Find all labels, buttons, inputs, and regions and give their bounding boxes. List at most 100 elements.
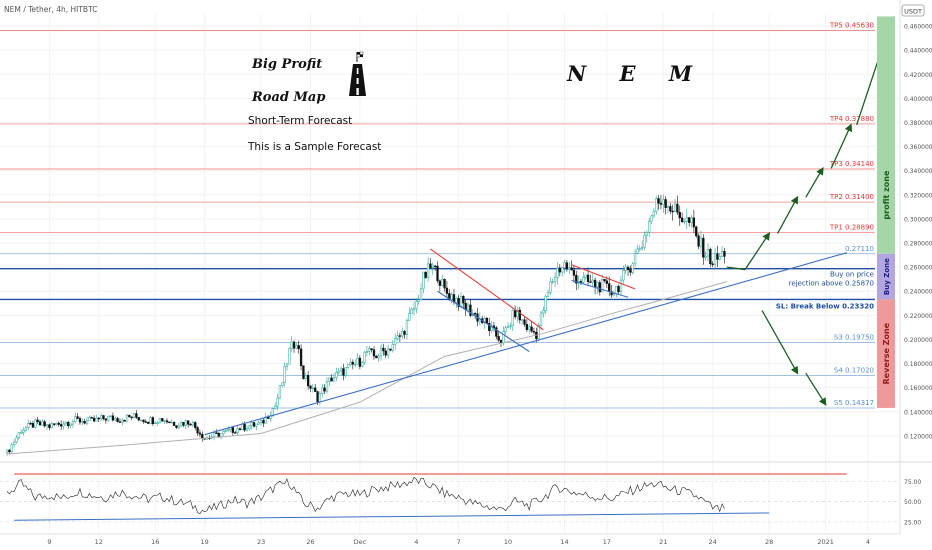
currency-label[interactable]: USDT (904, 8, 922, 16)
candle-body (20, 432, 23, 434)
candle-body (673, 203, 677, 212)
candle-body (107, 416, 110, 421)
candle-body (179, 422, 183, 427)
candle-body (455, 298, 458, 303)
candle-body (403, 331, 406, 335)
candle-body (81, 421, 84, 423)
candle-body (711, 263, 714, 265)
candle-body (60, 424, 63, 427)
candle-body (198, 432, 202, 435)
candle-body (617, 286, 620, 293)
rsi-tick-label: 50.00 (904, 499, 921, 506)
candle-body (250, 422, 253, 427)
candle-body (15, 437, 18, 443)
candle-body (436, 265, 439, 282)
subtitle-forecast: Short-Term Forecast (248, 115, 352, 127)
candle-body (610, 291, 613, 296)
candle-body (608, 283, 611, 292)
candle-body (702, 237, 705, 258)
currency-badge[interactable] (901, 4, 925, 17)
candle-body (354, 363, 357, 366)
candle-body (504, 327, 507, 332)
time-axis[interactable]: 9 12 16 19 23 26 Dec 4 7 10 14 17 21 24 28 2021 4 (0, 533, 900, 546)
candle-body (52, 423, 56, 425)
candle-body (31, 423, 35, 428)
candle-body (111, 415, 115, 421)
candle-body (154, 422, 157, 424)
candle-body (565, 262, 569, 270)
candle-body (99, 415, 103, 420)
candle-body (699, 237, 703, 247)
candle-body (464, 302, 467, 310)
candle-body (323, 387, 326, 392)
candle-body (680, 217, 684, 222)
rsi-tick-label: 25.00 (904, 519, 921, 526)
candle-body (633, 252, 637, 265)
candle-body (410, 309, 413, 314)
forecast-up-arrow (805, 166, 824, 198)
candle-body (83, 421, 86, 424)
candle-body (624, 266, 627, 271)
candle-body (408, 313, 411, 321)
candle-body (457, 298, 460, 307)
candle-body (243, 423, 246, 431)
candle-body (281, 382, 284, 386)
time-tick-label: 17 (603, 538, 611, 546)
candle-body (448, 293, 451, 300)
candle-body (43, 421, 46, 427)
candle-body (274, 405, 277, 410)
candle-body (709, 249, 712, 265)
candle-body (511, 310, 514, 326)
candle-body (542, 310, 545, 314)
candle-body (626, 266, 630, 270)
candle-body (36, 419, 39, 423)
candle-body (292, 341, 296, 349)
rsi-support-line (14, 512, 770, 521)
level-label: TP5 0.45630 (829, 22, 874, 30)
candle-body (62, 423, 65, 427)
candle-body (631, 263, 634, 273)
time-tick-label: 4 (414, 538, 418, 546)
candle-body (657, 198, 660, 204)
candle-body (255, 423, 258, 427)
candle-body (431, 265, 434, 268)
forecast-up-arrow (726, 266, 746, 271)
candle-body (172, 421, 176, 426)
candle-body (405, 320, 409, 335)
candle-body (532, 331, 536, 333)
time-tick-label: 28 (765, 538, 773, 546)
candle-body (321, 387, 324, 394)
candle-body (662, 199, 665, 205)
candle-body (704, 255, 707, 258)
candle-body (290, 341, 293, 349)
candle-body (264, 416, 267, 424)
candle-body (182, 422, 185, 426)
candle-body (638, 248, 641, 250)
time-tick-label: 12 (95, 538, 103, 546)
symbol-label[interactable]: NEM / Tether, 4h, HITBTC (4, 5, 97, 14)
candle-body (276, 397, 279, 407)
candle-body (549, 281, 552, 293)
candle-body (41, 421, 44, 426)
time-tick-label: 7 (457, 538, 461, 546)
reverse-zone (877, 299, 895, 408)
candle-body (187, 420, 190, 425)
candle-body (363, 352, 366, 363)
candle-body (598, 282, 601, 293)
candle-body (55, 422, 58, 425)
checkered-flag-icon (356, 51, 364, 62)
candle-body (690, 217, 693, 223)
trendline (571, 264, 636, 290)
candle-body (429, 263, 432, 268)
candle-body (572, 269, 576, 276)
candle-body (212, 432, 216, 438)
candle-body (196, 427, 199, 434)
price-layer (5, 194, 727, 456)
candle-body (401, 331, 404, 337)
